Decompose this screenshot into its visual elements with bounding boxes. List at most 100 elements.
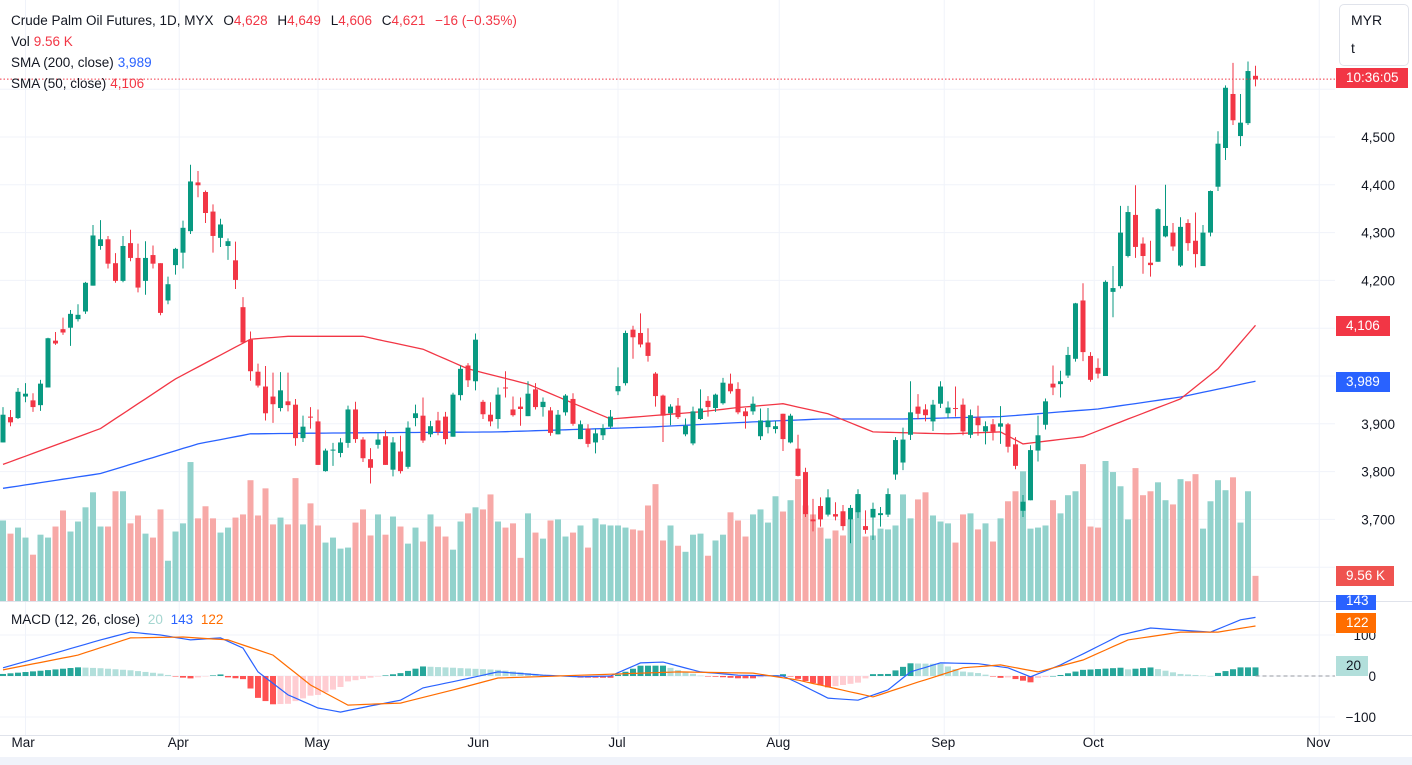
volume-bar: [15, 527, 21, 601]
sma200-legend[interactable]: SMA (200, close) 3,989: [11, 52, 517, 73]
macd-histogram-bar: [300, 676, 306, 699]
volume-bar: [487, 494, 494, 601]
candle: [1043, 398, 1048, 430]
volume-bar: [1057, 513, 1064, 601]
candle: [480, 399, 486, 420]
macd-histogram-bar: [937, 663, 944, 676]
candle: [1035, 415, 1041, 462]
volume-bar: [75, 521, 81, 601]
volume-bar: [682, 551, 689, 601]
candle: [203, 190, 208, 224]
candle: [705, 396, 711, 417]
macd-histogram-bar: [727, 676, 734, 678]
candle: [615, 367, 621, 396]
candle-body: [128, 243, 133, 258]
candle-body: [780, 413, 786, 440]
candle-body: [683, 425, 688, 435]
candle-body: [863, 526, 868, 530]
volume-bar: [810, 514, 816, 601]
candle-body: [585, 428, 591, 444]
price-axis-label: 4,200: [1361, 273, 1395, 288]
candle: [728, 373, 733, 394]
macd-histogram-bar: [840, 676, 846, 685]
volume-bar: [465, 513, 471, 601]
candle-body: [870, 508, 876, 518]
macd-histogram-bar: [1080, 669, 1086, 676]
candle: [1073, 302, 1078, 362]
volume-bar: [510, 523, 516, 601]
candle-body: [353, 409, 358, 440]
candle: [248, 331, 253, 381]
time-axis-label: Aug: [766, 735, 790, 750]
candle-body: [1020, 501, 1026, 511]
candle: [930, 399, 936, 431]
volume-bar: [1020, 471, 1026, 601]
candle-body: [945, 407, 951, 414]
candle-body: [600, 428, 606, 436]
volume-bar: [577, 525, 584, 601]
macd-histogram-bar: [322, 676, 329, 693]
unit-label: t: [1351, 40, 1355, 56]
candle: [375, 433, 381, 449]
candle-body: [1103, 281, 1108, 376]
macd-histogram-bar: [142, 671, 149, 676]
volume-bar: [877, 528, 884, 601]
candle: [600, 424, 606, 441]
macd-histogram-bar: [112, 669, 119, 676]
volume-value: 9.56 K: [33, 34, 73, 49]
macd-histogram-bar: [15, 672, 21, 676]
macd-histogram-bar: [457, 668, 464, 676]
volume-bar: [360, 509, 366, 601]
volume-bar: [952, 542, 959, 601]
symbol-title[interactable]: Crude Palm Oil Futures, 1D, MYX: [11, 13, 214, 28]
candle-body: [240, 307, 246, 343]
time-axis-label: Mar: [12, 735, 36, 750]
macd-histogram-bar: [930, 663, 936, 676]
macd-histogram-bar: [697, 675, 704, 677]
volume-bar: [450, 549, 456, 601]
candle-body: [1155, 209, 1161, 262]
currency-unit-selector[interactable]: MYR t: [1339, 4, 1409, 66]
candle: [23, 383, 28, 403]
candle-body: [68, 313, 73, 328]
macd-histogram-bar: [900, 666, 906, 676]
candle: [900, 427, 906, 471]
macd-histogram-bar: [442, 667, 449, 676]
macd-histogram-bar: [232, 676, 239, 679]
chart-legend: Crude Palm Oil Futures, 1D, MYX O4,628 H…: [11, 10, 517, 94]
candle: [330, 442, 336, 466]
volume-bar: [67, 531, 74, 601]
candle: [1185, 219, 1191, 251]
candle: [1028, 445, 1033, 501]
candle: [780, 413, 786, 452]
candle: [698, 389, 703, 420]
candle-body: [675, 405, 681, 418]
volume-bar: [915, 499, 921, 601]
macd-histogram-bar: [375, 676, 381, 677]
candle: [938, 381, 943, 409]
sma200-value: 3,989: [117, 55, 152, 70]
candle-body: [218, 224, 223, 238]
volume-legend[interactable]: Vol 9.56 K: [11, 31, 517, 52]
macd-histogram-bar: [472, 668, 479, 676]
volume-bar: [472, 507, 479, 601]
macd-histogram-bar: [247, 676, 254, 689]
volume-bar: [780, 511, 786, 601]
candle: [150, 245, 156, 269]
volume-bar: [210, 518, 216, 601]
macd-histogram-bar: [705, 676, 711, 677]
price-axis-label: 3,700: [1361, 512, 1395, 527]
volume-bar: [847, 519, 854, 601]
candle-body: [435, 420, 441, 432]
candle: [278, 372, 283, 412]
candle-body: [825, 497, 831, 515]
candle: [1155, 208, 1161, 262]
candle-body: [1065, 354, 1071, 376]
macd-legend[interactable]: MACD (12, 26, close) 20 143 122: [11, 612, 227, 627]
sma50-legend[interactable]: SMA (50, close) 4,106: [11, 73, 517, 94]
candle-body: [1043, 401, 1048, 425]
volume-bar: [1170, 504, 1176, 601]
candle-body: [998, 423, 1003, 427]
volume-label: Vol: [11, 34, 30, 49]
